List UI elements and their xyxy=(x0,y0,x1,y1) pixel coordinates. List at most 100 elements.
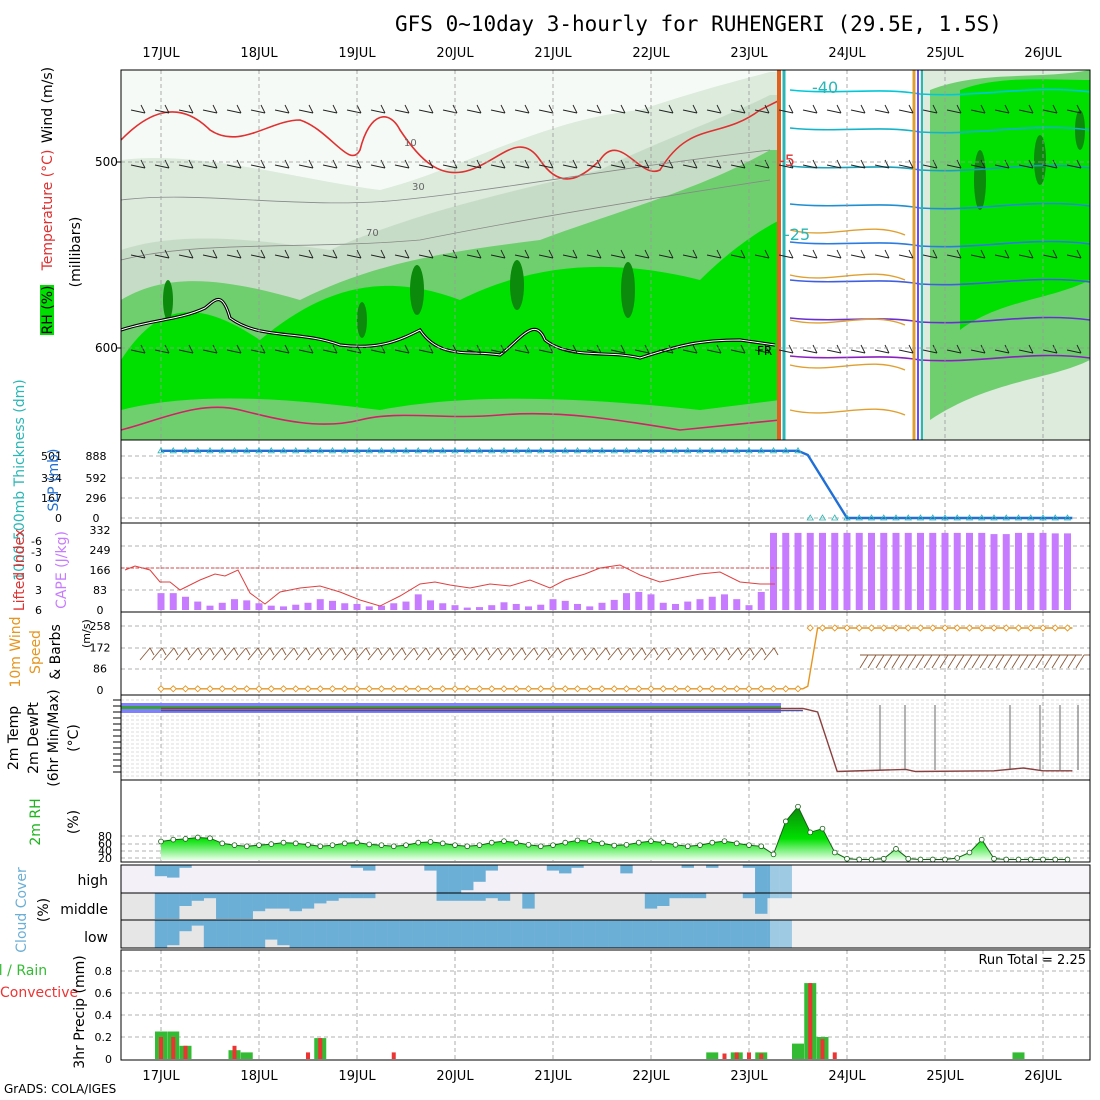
cloud-bar-middle xyxy=(191,893,204,901)
wind-speed-marker xyxy=(622,685,631,693)
cape-bar xyxy=(843,532,851,610)
wind-barb xyxy=(418,249,434,259)
cloud-bar-low xyxy=(595,920,609,948)
wind-barb-10m xyxy=(739,647,755,661)
slp-line xyxy=(161,449,1073,520)
wind-barb-10m xyxy=(607,647,623,661)
thickness-marker xyxy=(978,514,986,521)
wind-barb xyxy=(322,249,338,259)
temperature-legend-label: Temperature (°C) xyxy=(40,150,56,272)
wind-speed-marker xyxy=(757,685,765,693)
cloud-bar-low xyxy=(608,920,621,948)
wind-barb xyxy=(730,159,746,169)
wind-speed-marker xyxy=(953,624,961,632)
thickness-marker xyxy=(1063,514,1072,521)
thickness-marker xyxy=(169,447,177,454)
thickness-marker xyxy=(929,514,937,521)
wind-barb xyxy=(322,344,338,354)
wind-speed-marker xyxy=(439,685,447,693)
temperature-contour xyxy=(789,228,906,236)
wind-axis-label-2: Speed xyxy=(28,630,44,674)
wind-speed-marker xyxy=(1039,624,1047,632)
wind-barb xyxy=(154,249,170,259)
rh2m-point xyxy=(1064,856,1071,863)
wind-barb xyxy=(250,104,266,114)
wind-barb xyxy=(634,344,650,354)
cape-bar xyxy=(1051,533,1059,610)
cloud-bar-high xyxy=(473,865,486,882)
rh2m-point xyxy=(464,843,471,850)
wind-barb xyxy=(298,344,314,354)
thickness-marker xyxy=(157,447,165,454)
cape-bar xyxy=(439,603,447,610)
cloud-bar-low xyxy=(559,920,572,948)
thickness-marker xyxy=(402,447,410,454)
wind-barb xyxy=(1018,104,1034,114)
wind-barb-10m xyxy=(571,647,587,661)
wind-barb-10m xyxy=(259,647,275,661)
cloud-bar-high xyxy=(742,865,756,868)
wind-barb-10m xyxy=(1075,654,1090,669)
wind-barb-10m xyxy=(439,647,455,661)
wind-speed-marker xyxy=(353,685,361,693)
rh2m-point xyxy=(966,849,973,856)
temperature-contour xyxy=(789,164,1091,172)
thickness-marker xyxy=(782,447,790,454)
wind-speed-marker xyxy=(598,685,606,693)
rh2m-point xyxy=(660,839,667,846)
cloud-bar-middle xyxy=(497,893,511,901)
rh2m-point xyxy=(684,843,691,850)
cloud-bar-low xyxy=(546,920,560,948)
cape-bar xyxy=(243,600,251,610)
cloud-bar-middle xyxy=(522,893,535,909)
wind-barb xyxy=(298,104,314,114)
temperature-contour xyxy=(789,202,1091,210)
wind-speed-marker xyxy=(818,624,827,632)
wind-barb-10m xyxy=(727,647,743,661)
rh2m-point xyxy=(648,838,654,844)
cloud-bar-low xyxy=(265,920,278,940)
wind-barb xyxy=(850,104,866,114)
cloud-bar-middle xyxy=(363,893,376,899)
wind-barb xyxy=(1018,159,1034,169)
wind-barb xyxy=(730,344,746,354)
wind-axis-unit: (m/s) xyxy=(80,619,93,648)
wind-barb xyxy=(274,344,290,354)
temp-range-band xyxy=(121,706,781,709)
thickness-marker xyxy=(635,447,643,454)
x-tick-label-top: 17JUL xyxy=(142,46,180,61)
y-tick-label-right: 332 xyxy=(90,524,111,537)
cloud-bar-high xyxy=(706,865,719,868)
thickness-marker xyxy=(1002,514,1010,521)
wind-barb xyxy=(1042,344,1058,354)
wind-speed-marker xyxy=(684,685,692,693)
temp2m-axis-label-1: 2m Temp xyxy=(6,706,22,770)
wind-barb xyxy=(250,249,266,259)
cloud-bar-low xyxy=(228,920,241,948)
wind-speed-marker xyxy=(586,685,594,693)
thickness-marker xyxy=(806,514,814,521)
rh2m-point xyxy=(831,849,838,856)
cloud-bar-middle xyxy=(289,893,302,912)
y-tick-label: 0 xyxy=(105,1053,112,1066)
wind-speed-marker xyxy=(892,624,900,632)
contour-label: 70 xyxy=(366,228,379,239)
wind-barb xyxy=(466,249,482,259)
cloud-bar-middle xyxy=(179,893,192,906)
wind-barb-10m xyxy=(187,647,203,661)
cloud-bar-high xyxy=(424,865,437,871)
cape-bar xyxy=(194,601,202,610)
wind-barb xyxy=(610,104,626,114)
wind-barb xyxy=(490,344,506,354)
wind-barb xyxy=(970,159,986,169)
cloud-bar-middle xyxy=(167,893,180,919)
wind-barb xyxy=(394,159,410,169)
precip-frame xyxy=(120,949,1091,1061)
cape-bar xyxy=(500,602,508,610)
thickness-marker xyxy=(1039,514,1047,521)
wind-speed-marker xyxy=(377,685,386,693)
thickness-marker xyxy=(341,447,349,454)
precip-convective-bar xyxy=(759,1053,764,1059)
wind-barb xyxy=(898,344,914,354)
wind-barb-10m xyxy=(679,647,695,661)
